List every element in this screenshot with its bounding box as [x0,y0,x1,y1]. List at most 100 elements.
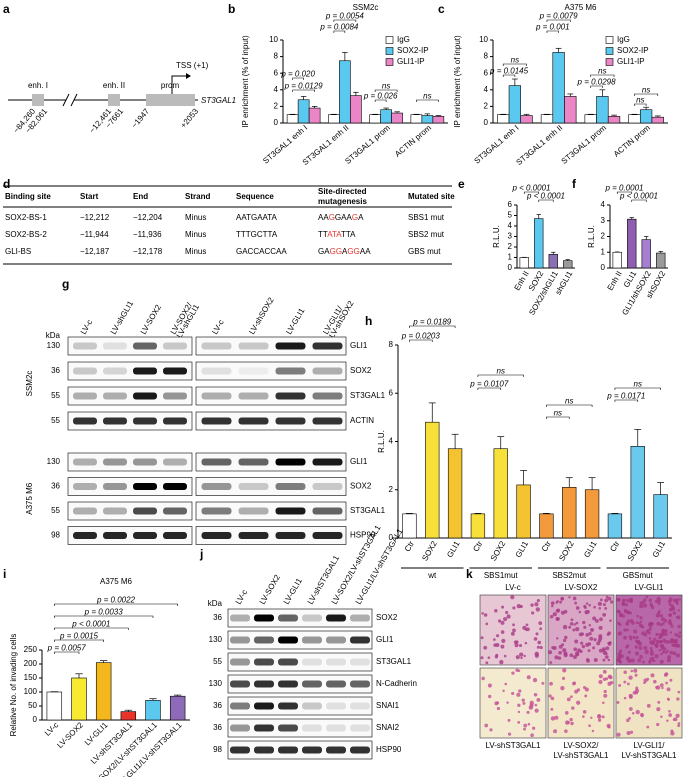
significance-label: p = 0.0054 [325,12,365,21]
significance-bracket [546,19,571,22]
blot-frame [67,411,193,431]
band [278,724,298,732]
cell-nucleus [550,716,556,721]
cell-nucleus [593,638,597,642]
significance-label: p = 0.0145 [489,67,529,76]
significance-label: p = 0.0129 [284,82,324,91]
cell-nucleus [524,641,528,645]
cell-nucleus [625,598,630,603]
cell-nucleus [570,721,574,726]
cell-nucleus [516,603,521,609]
x-tick-label: GLI1 [582,539,599,559]
significance-label: p = 0.020 [280,70,315,79]
x-tick-label: ACTIN prom [393,123,433,159]
cell-nucleus [531,611,535,615]
cell-nucleus [564,729,568,734]
kda-marker: 36 [51,482,60,491]
cell-nucleus [598,636,603,641]
cell-nucleus [530,733,534,738]
table-cell: SOX2-BS-2 [5,230,47,239]
cell-nucleus [539,645,543,650]
cell-nucleus [597,718,602,722]
blot-frame [227,740,373,760]
error-bar [353,91,359,96]
sequence-letter: A [324,247,330,256]
error-bar [657,482,665,495]
table-cell: SBS1 mut [408,213,445,222]
bar [627,218,637,269]
protein-label: HSP90 [376,745,402,754]
table-cell: −11,936 [133,230,162,239]
blot-frame [67,526,193,545]
table-cell: TTTGCTTA [236,230,278,239]
error-bar [435,115,442,117]
table-header: Strand [185,192,210,201]
band [230,658,250,666]
protein-label: ACTIN [350,416,374,425]
band [73,507,97,515]
cell-nucleus [625,621,630,626]
bar [628,114,641,124]
cell-nucleus [549,614,554,619]
text-line: LV-SOX2/ [564,741,600,750]
cell-nucleus [580,641,584,645]
cell-nucleus [659,683,664,687]
band [230,724,250,732]
cell-nucleus [598,607,602,610]
cell-nucleus [639,620,643,623]
cell-nucleus [609,680,614,685]
error-bar [383,107,389,110]
cell-nucleus [511,691,515,696]
bar [656,252,666,269]
cell-nucleus [659,623,663,627]
significance-label: p < 0.0001 [619,192,658,201]
cell-nucleus [672,651,677,656]
table-cell: GLI-BS [5,247,31,256]
error-bar [511,78,518,86]
cell-nucleus [618,649,623,653]
cell-nucleus [572,596,577,601]
cell-nucleus [649,657,654,662]
cell-nucleus [578,610,582,614]
cell-nucleus [650,673,655,678]
band [73,367,97,375]
cell-nucleus [503,654,507,658]
band [103,417,127,425]
enhancer-box [108,94,120,106]
band [73,342,97,350]
enhancer-box [32,94,44,106]
panel-label: d [3,177,10,191]
band [326,614,346,622]
cell-nucleus [581,644,586,649]
cell-nucleus [562,624,568,630]
cell-nucleus [584,687,589,692]
band [278,702,298,710]
cell-nucleus [664,672,669,677]
cell-nucleus [639,616,643,620]
error-bar [654,115,661,118]
band [278,636,298,644]
error-bar [424,113,431,116]
x-tick-label: Enh II [606,270,624,293]
band [275,458,306,466]
cell-nucleus [598,674,603,679]
cell-nucleus [517,721,521,724]
cell-nucleus [519,652,524,657]
cell-nucleus [669,678,673,682]
bar [339,60,351,124]
sequence-letter: T [323,230,328,239]
cell-nucleus [660,617,666,622]
cell-nucleus [553,729,558,734]
cell-nucleus [532,677,538,683]
cell-nucleus [574,689,579,694]
cell-nucleus [642,603,648,608]
band [230,702,250,710]
error-bar [342,52,348,61]
bar [286,114,299,124]
cell-nucleus [629,599,633,603]
band [350,724,370,732]
significance-bracket [634,93,659,96]
bar [607,116,621,124]
x-tick-label: ACTIN prom [612,123,652,159]
blot-frame [67,477,193,496]
